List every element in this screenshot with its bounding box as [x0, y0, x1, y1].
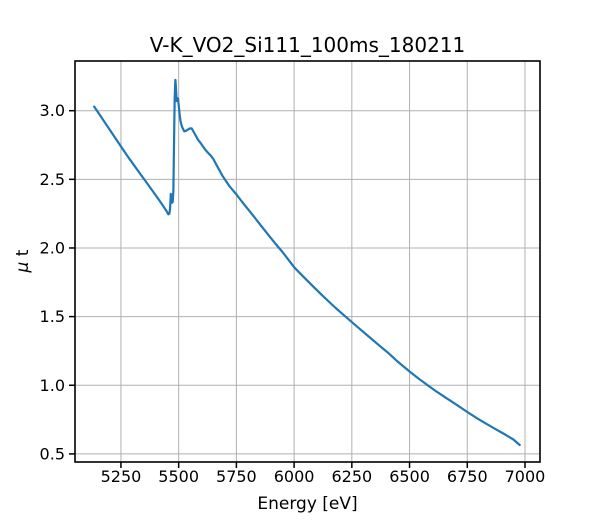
x-tick-label: 6250 — [331, 467, 372, 486]
y-axis-label-rest: t — [13, 249, 33, 262]
x-tick-label: 6000 — [274, 467, 315, 486]
y-tick-label: 1.5 — [40, 307, 65, 326]
y-tick-label: 2.0 — [40, 238, 65, 257]
x-tick-label: 6750 — [447, 467, 488, 486]
x-tick-label: 5250 — [101, 467, 142, 486]
y-tick-label: 2.5 — [40, 170, 65, 189]
y-axis-label-mu: μ — [13, 261, 33, 273]
x-tick-label: 5750 — [216, 467, 257, 486]
y-axis-label: μ t — [13, 250, 33, 273]
x-tick-label: 6500 — [389, 467, 430, 486]
plot-border — [74, 60, 541, 463]
chart-title: V-K_VO2_Si111_100ms_180211 — [149, 33, 466, 57]
x-axis-label: Energy [eV] — [257, 494, 358, 514]
y-tick-label: 0.5 — [40, 444, 65, 463]
x-tick-label: 7000 — [505, 467, 546, 486]
data-line — [93, 78, 521, 447]
x-tick-label: 5500 — [158, 467, 199, 486]
y-tick-label: 3.0 — [40, 101, 65, 120]
y-tick-label: 1.0 — [40, 376, 65, 395]
